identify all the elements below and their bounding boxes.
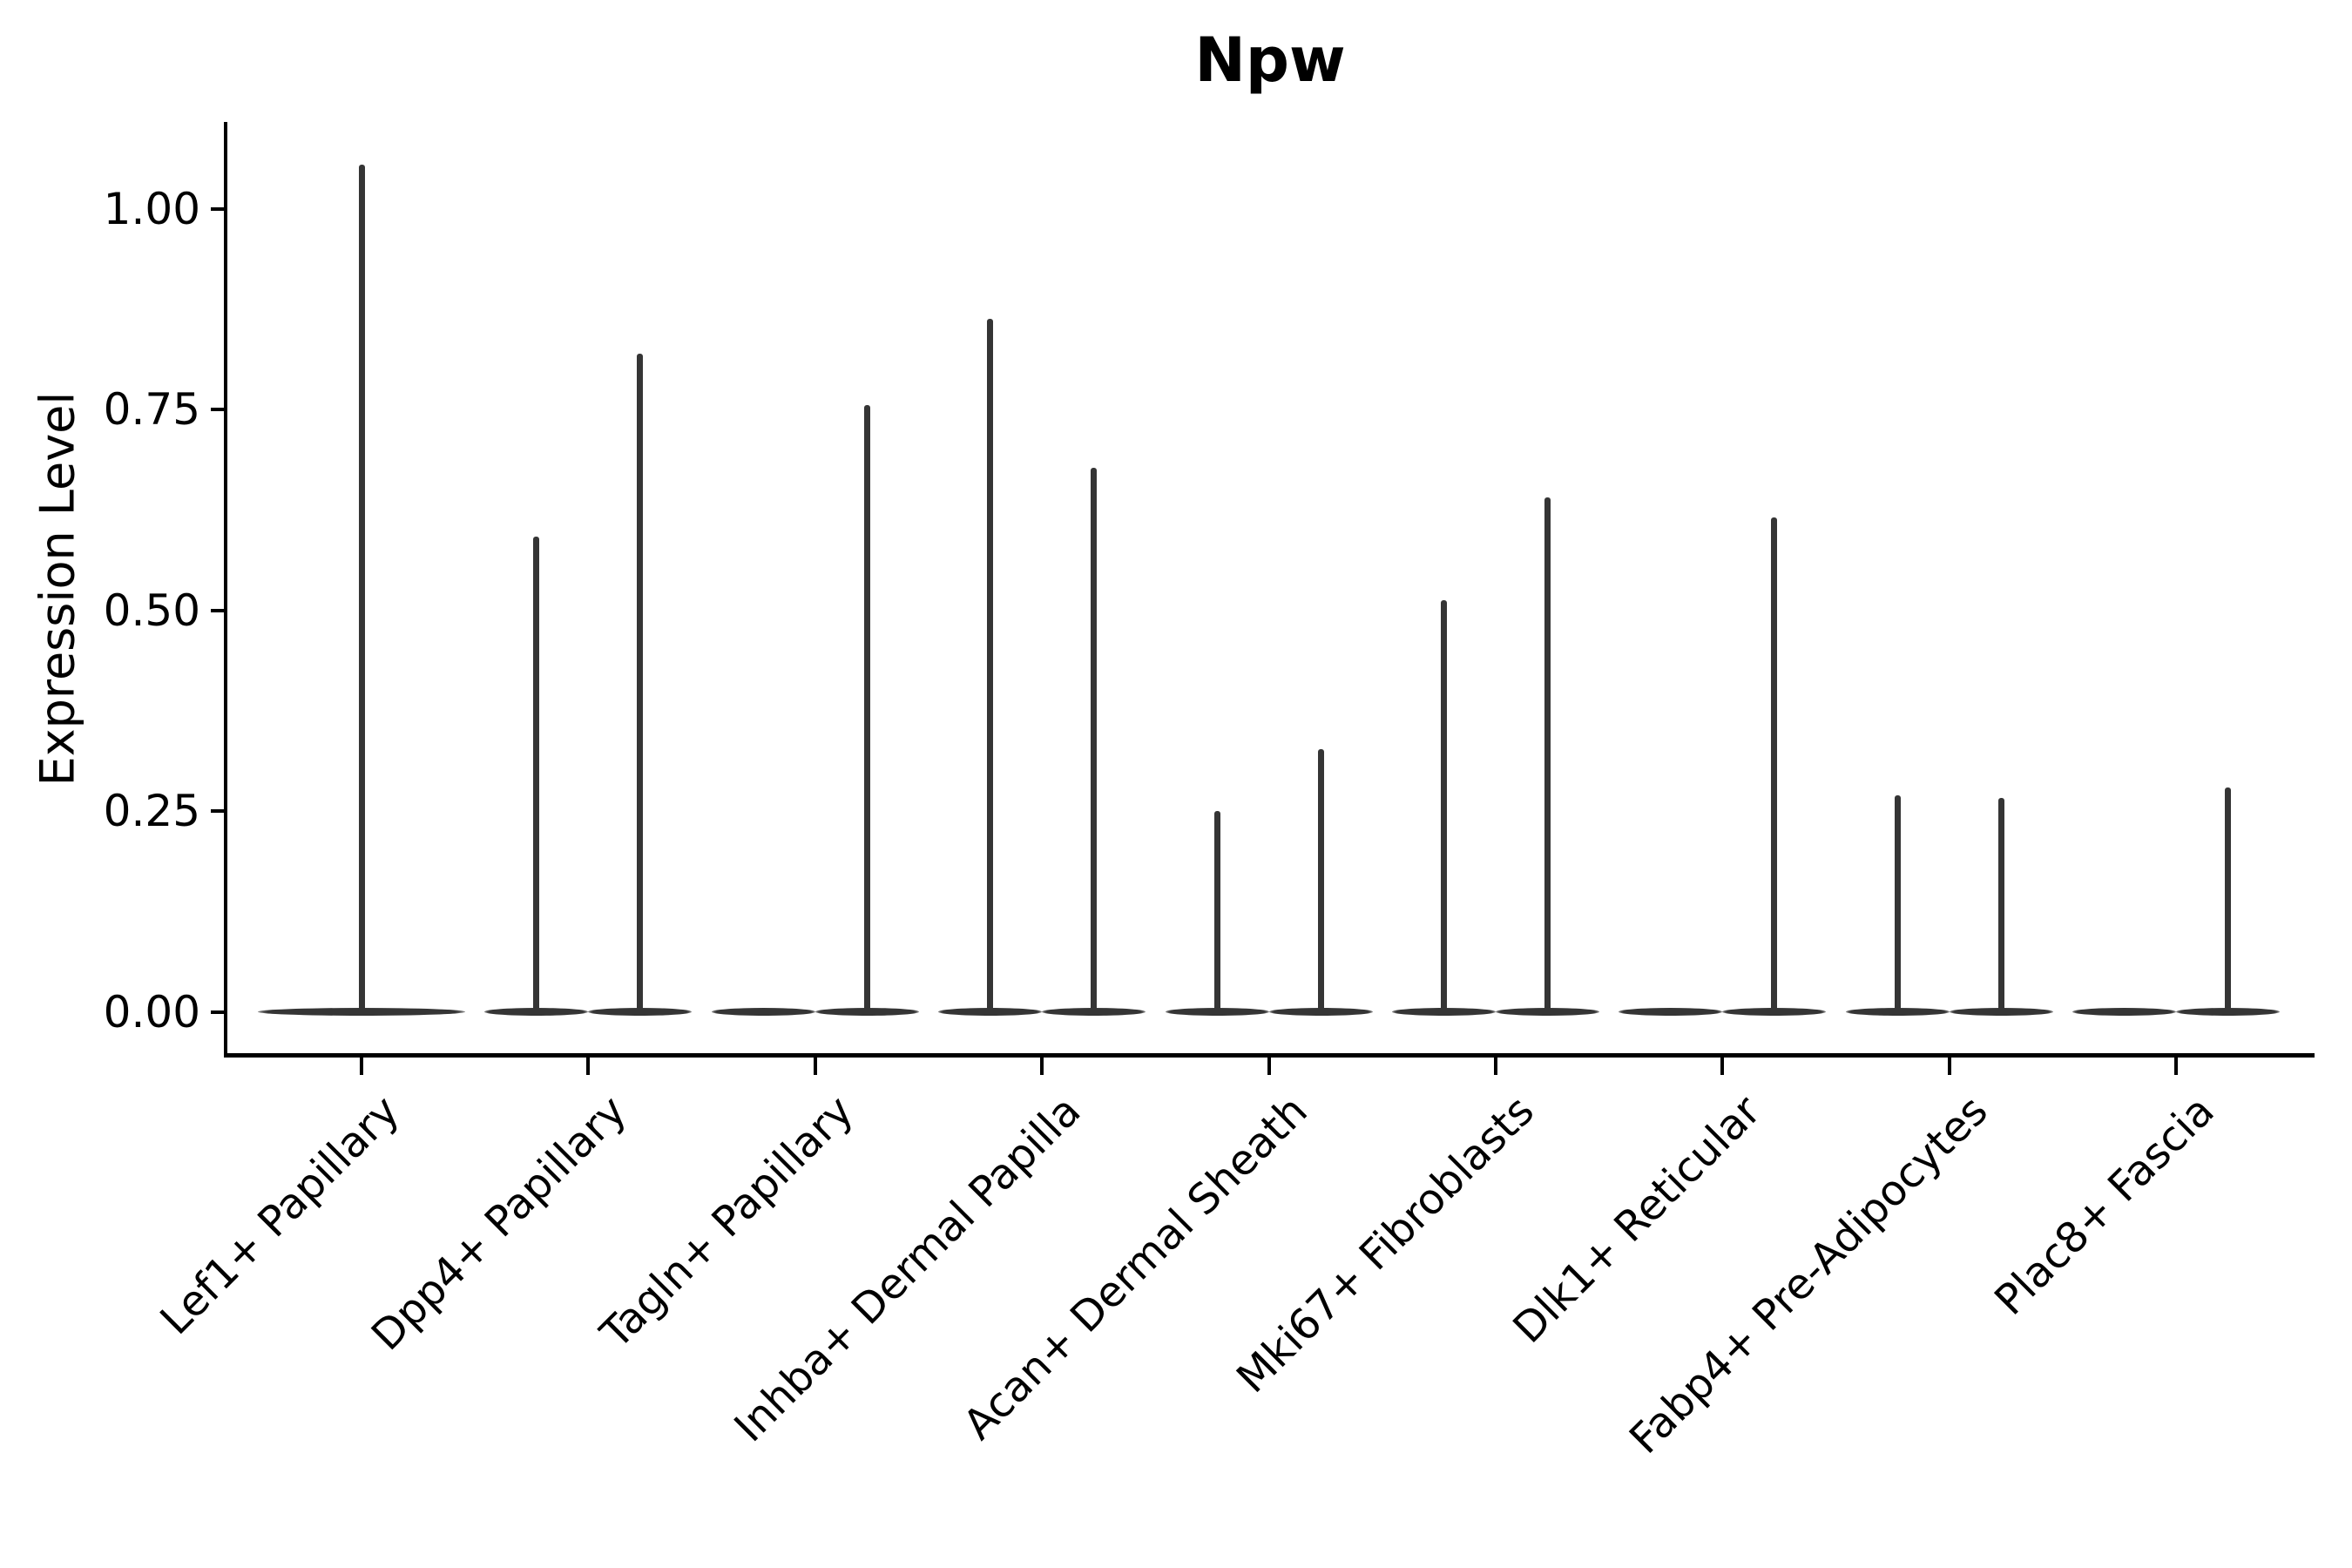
x-tick xyxy=(586,1057,591,1075)
x-tick xyxy=(813,1057,817,1075)
violin-body xyxy=(1619,1008,1723,1016)
x-tick xyxy=(360,1057,363,1075)
violin-spike xyxy=(2225,787,2232,1012)
x-tick-label: Dlk1+ Reticular xyxy=(1504,1086,1771,1353)
violin-body xyxy=(1722,1008,1827,1016)
violin-body xyxy=(1042,1008,1146,1016)
violin-body xyxy=(484,1008,589,1016)
violin-body xyxy=(1392,1008,1496,1016)
violin-spike xyxy=(1091,468,1098,1012)
violin-spike xyxy=(863,405,870,1012)
violin-body xyxy=(1268,1008,1373,1016)
violin-spike xyxy=(1544,497,1551,1012)
violin-body xyxy=(2072,1008,2177,1016)
violin-spike xyxy=(1894,794,1901,1012)
violin-body xyxy=(258,1008,465,1016)
y-tick-label: 0.25 xyxy=(103,786,200,836)
violin-spike xyxy=(1771,517,1778,1012)
violin-body xyxy=(814,1008,919,1016)
y-tick xyxy=(211,809,224,813)
x-tick xyxy=(1947,1057,1951,1075)
y-tick-label: 0.75 xyxy=(103,384,200,435)
x-tick xyxy=(1494,1057,1497,1075)
y-tick xyxy=(211,408,224,411)
y-tick-label: 1.00 xyxy=(103,183,200,234)
violin-body xyxy=(1165,1008,1269,1016)
violin-spike xyxy=(987,318,994,1012)
violin-spike xyxy=(637,354,644,1012)
violin-spike xyxy=(358,164,365,1012)
violin-body xyxy=(588,1008,693,1016)
y-tick xyxy=(211,206,224,211)
x-tick-label: Tagln+ Papillary xyxy=(591,1086,863,1358)
violin-body xyxy=(938,1008,1043,1016)
violin-spike xyxy=(533,536,540,1012)
x-tick xyxy=(1267,1057,1271,1075)
violin-body xyxy=(2176,1008,2281,1016)
y-tick xyxy=(211,1010,224,1014)
y-tick-label: 0.50 xyxy=(103,585,200,636)
violin-spike xyxy=(1441,599,1447,1012)
violin-spike xyxy=(1317,749,1324,1012)
y-tick-label: 0.00 xyxy=(103,986,200,1037)
x-axis-line xyxy=(224,1053,2315,1058)
plot-title: Npw xyxy=(1194,24,1346,96)
x-tick xyxy=(1720,1057,1725,1075)
violin-spike xyxy=(1213,811,1220,1012)
violin-body xyxy=(1845,1008,1950,1016)
violin-body xyxy=(1949,1008,2053,1016)
x-tick-label: Plac8+ Fascia xyxy=(1985,1086,2224,1325)
violin-body xyxy=(711,1008,815,1016)
violin-spike xyxy=(1997,798,2004,1012)
y-axis-line xyxy=(224,122,227,1058)
y-tick xyxy=(211,608,224,612)
x-tick xyxy=(1040,1057,1044,1075)
x-tick-label: Lef1+ Papillary xyxy=(151,1086,409,1345)
x-tick-label: Dpp4+ Papillary xyxy=(362,1086,637,1361)
violin-body xyxy=(1496,1008,1599,1016)
x-tick xyxy=(2174,1057,2179,1075)
